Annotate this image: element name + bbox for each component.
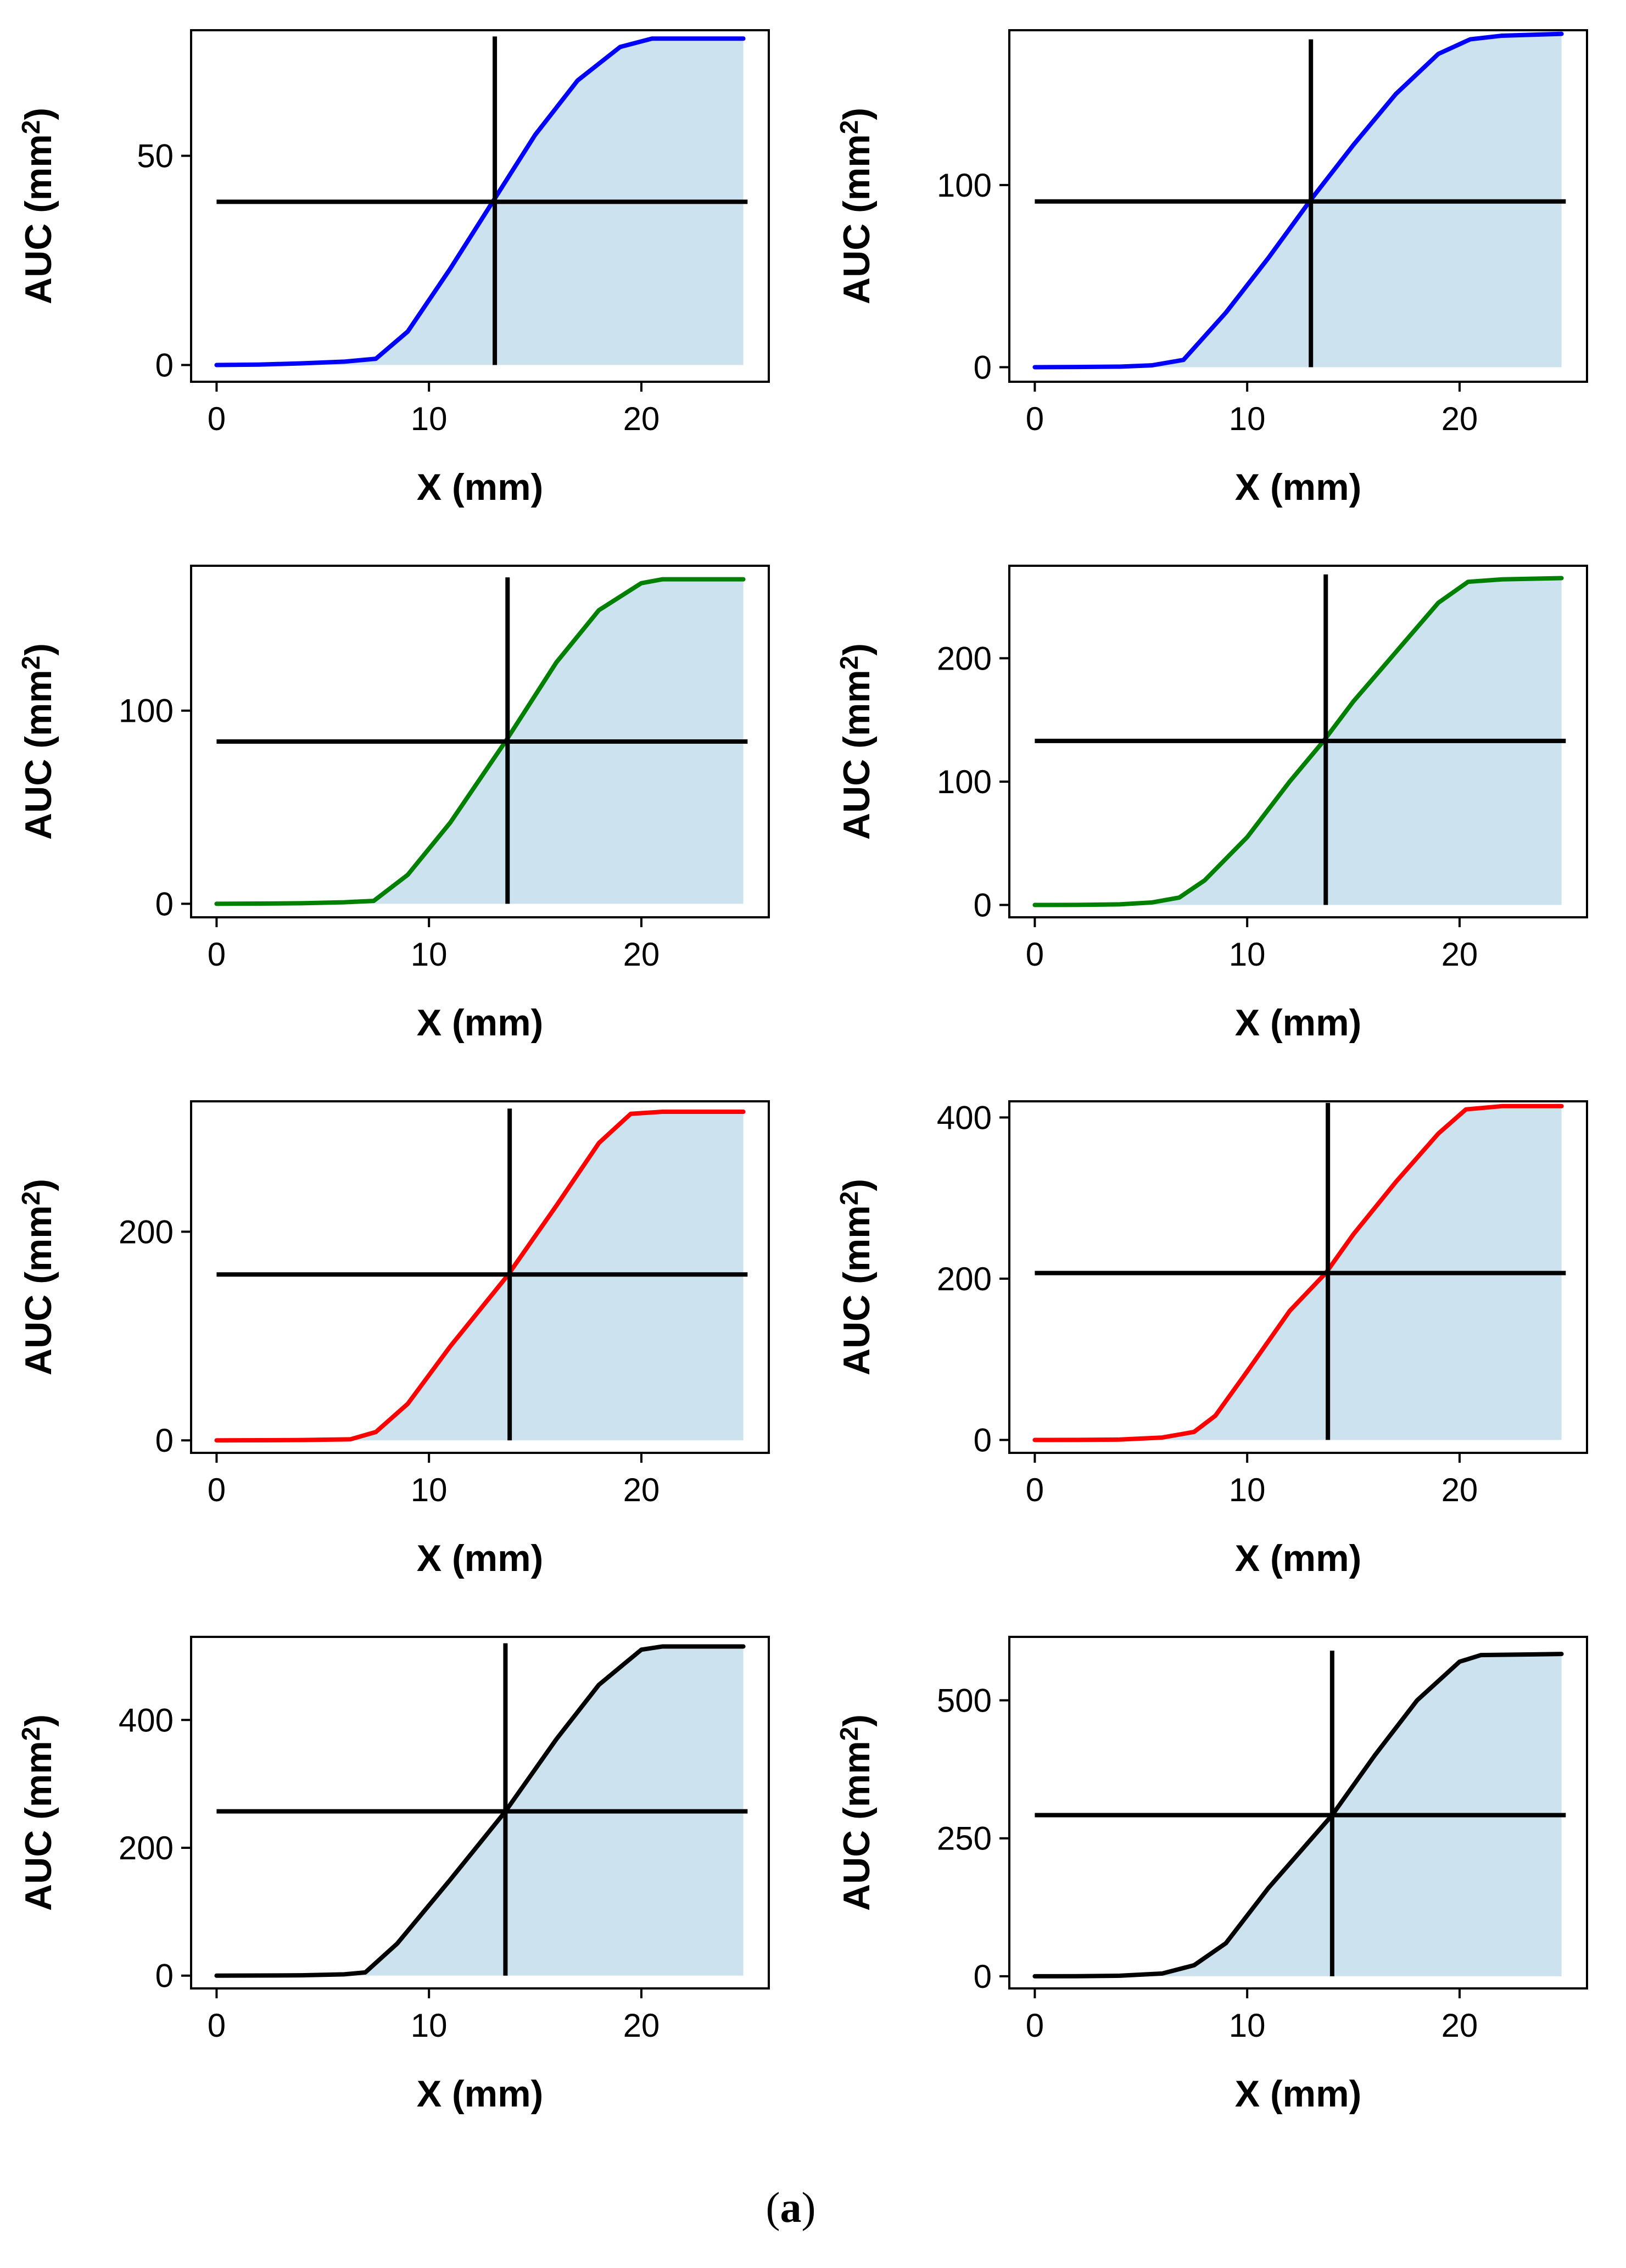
- y-tick-label: 200: [119, 1213, 174, 1250]
- auc-curve: [1032, 576, 1564, 907]
- x-tick-label: 0: [1026, 2007, 1044, 2044]
- auc-curve: [214, 1109, 746, 1443]
- y-tick-label: 0: [974, 887, 992, 924]
- x-tick-label: 20: [623, 2007, 660, 2044]
- x-tick-label: 10: [1229, 1472, 1266, 1508]
- x-tick-label: 0: [208, 2007, 226, 2044]
- auc-curve: [214, 1644, 746, 1978]
- subplot-8: 0 10 20 0 250 500 X (mm) AUC (mm2): [835, 1636, 1588, 2115]
- y-tick-label: 0: [155, 1422, 174, 1459]
- plot-frame: [190, 565, 770, 918]
- y-axis-label: AUC (mm2): [16, 108, 59, 304]
- x-tick-label: 20: [1441, 400, 1478, 437]
- area-fill: [1035, 578, 1562, 905]
- y-tick-label: 100: [937, 764, 992, 800]
- figure-caption: (a): [766, 2183, 816, 2231]
- x-tick-label: 20: [623, 1472, 660, 1508]
- x-axis-label: X (mm): [1235, 466, 1361, 508]
- plot-frame: [190, 29, 770, 383]
- auc-curve: [1032, 31, 1564, 370]
- plot-frame: [1008, 1636, 1588, 1990]
- x-tick-label: 10: [411, 400, 448, 437]
- y-tick-label: 0: [974, 349, 992, 386]
- y-tick-label: 0: [155, 1958, 174, 1994]
- x-tick-label: 10: [411, 936, 448, 973]
- y-tick-label: 100: [937, 167, 992, 204]
- x-axis-label: X (mm): [417, 1002, 543, 1044]
- auc-curve: [214, 577, 746, 906]
- area-fill: [216, 1646, 744, 1976]
- x-axis-label: X (mm): [417, 2073, 543, 2115]
- subplot-2: 0 10 20 0 100 X (mm) AUC (mm2): [835, 29, 1588, 508]
- y-tick-label: 50: [137, 138, 174, 175]
- y-axis-label: AUC (mm2): [835, 1714, 878, 1911]
- x-axis-label: X (mm): [417, 1537, 543, 1579]
- x-tick-label: 20: [623, 936, 660, 973]
- y-tick-label: 200: [119, 1830, 174, 1866]
- x-tick-label: 10: [1229, 2007, 1266, 2044]
- y-tick-label: 250: [937, 1820, 992, 1857]
- x-tick-label: 20: [1441, 936, 1478, 973]
- x-tick-label: 0: [1026, 400, 1044, 437]
- x-tick-label: 0: [208, 400, 226, 437]
- y-axis-label: AUC (mm2): [16, 1714, 59, 1911]
- caption-letter: a: [780, 2183, 802, 2231]
- area-fill: [216, 579, 744, 904]
- area-fill: [216, 1111, 744, 1441]
- x-tick-label: 0: [208, 1472, 226, 1508]
- y-tick-label: 0: [155, 885, 174, 922]
- x-tick-label: 20: [623, 400, 660, 437]
- y-tick-label: 0: [155, 347, 174, 384]
- x-tick-label: 0: [1026, 936, 1044, 973]
- y-tick-label: 200: [937, 1261, 992, 1297]
- auc-curve: [1032, 1104, 1564, 1442]
- area-fill: [1035, 34, 1562, 367]
- plot-frame: [1008, 565, 1588, 918]
- area-fill: [216, 38, 744, 365]
- plot-frame: [190, 1100, 770, 1454]
- x-axis-label: X (mm): [1235, 2073, 1361, 2115]
- x-tick-label: 10: [1229, 936, 1266, 973]
- x-axis-label: X (mm): [417, 466, 543, 508]
- y-tick-label: 100: [119, 693, 174, 729]
- subplot-3: 0 10 20 0 100 X (mm) AUC (mm2): [16, 565, 770, 1044]
- y-axis-label: AUC (mm2): [16, 1179, 59, 1375]
- x-tick-label: 0: [1026, 1472, 1044, 1508]
- y-tick-label: 500: [937, 1682, 992, 1719]
- y-tick-label: 0: [974, 1422, 992, 1459]
- y-axis-label: AUC (mm2): [835, 643, 878, 840]
- x-tick-label: 20: [1441, 1472, 1478, 1508]
- x-tick-label: 20: [1441, 2007, 1478, 2044]
- y-tick-label: 200: [937, 640, 992, 677]
- x-axis-label: X (mm): [1235, 1537, 1361, 1579]
- y-axis-label: AUC (mm2): [835, 108, 878, 304]
- x-tick-label: 0: [208, 936, 226, 973]
- y-axis-label: AUC (mm2): [835, 1179, 878, 1375]
- y-tick-label: 0: [974, 1958, 992, 1995]
- x-tick-label: 10: [411, 2007, 448, 2044]
- y-axis-label: AUC (mm2): [16, 643, 59, 840]
- auc-curve: [1032, 1652, 1564, 1979]
- x-axis-label: X (mm): [1235, 1002, 1361, 1044]
- plot-frame: [190, 1636, 770, 1990]
- area-fill: [1035, 1106, 1562, 1440]
- x-tick-label: 10: [1229, 400, 1266, 437]
- plot-frame: [1008, 1100, 1588, 1454]
- area-fill: [1035, 1654, 1562, 1976]
- plot-frame: [1008, 29, 1588, 383]
- x-tick-label: 10: [411, 1472, 448, 1508]
- y-tick-label: 400: [937, 1099, 992, 1136]
- y-tick-label: 400: [119, 1702, 174, 1738]
- subplot-1: 0 10 20 0 50 X (mm) AUC (mm2): [16, 29, 770, 508]
